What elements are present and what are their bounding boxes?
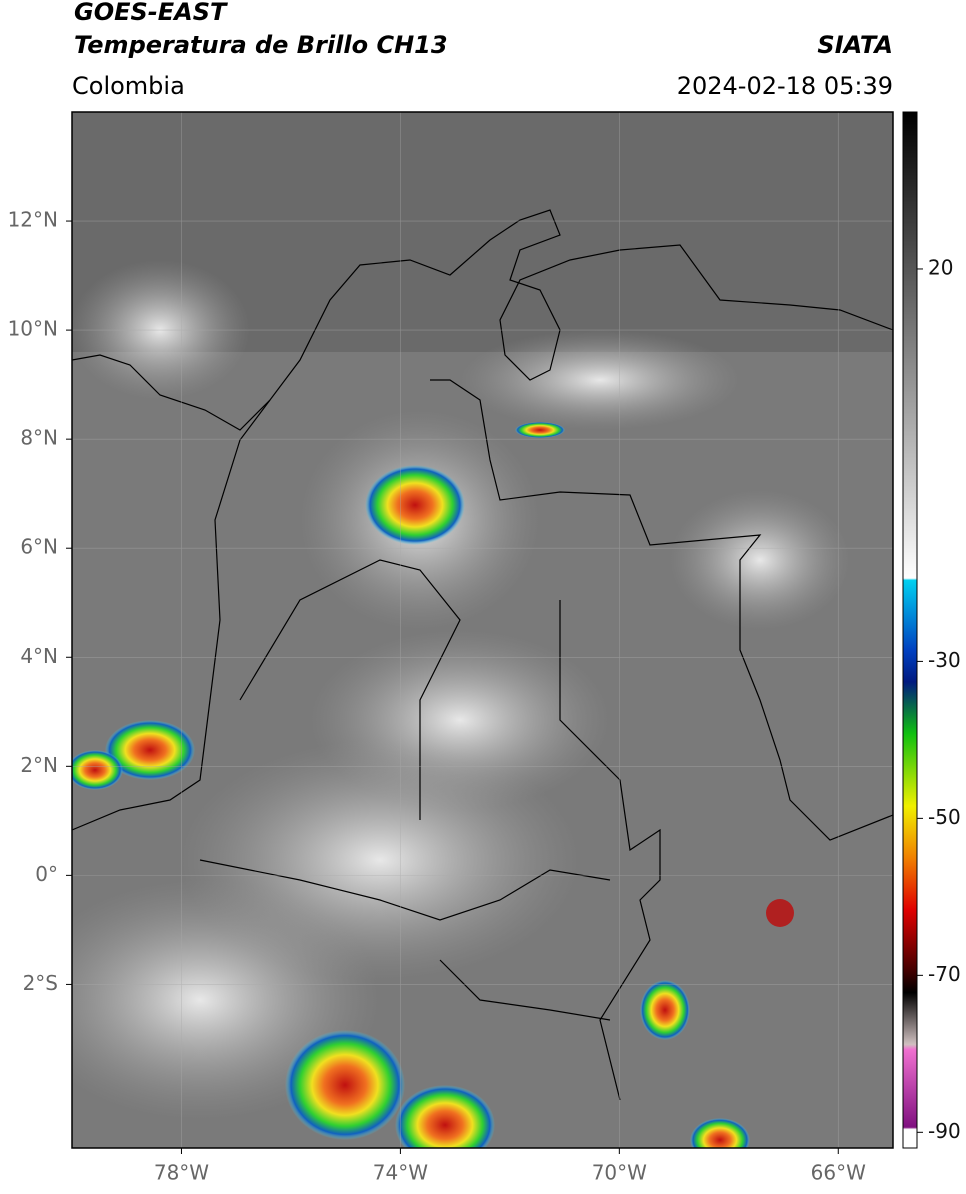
graticule [72, 112, 893, 1148]
product: Temperatura de Brillo CH13 [74, 31, 448, 59]
satellite-image [72, 112, 893, 1148]
lat-tick-label: 4°N [20, 644, 58, 668]
lat-tick-label: 0° [35, 862, 58, 886]
datetime: 2024-02-18 05:39 [677, 72, 893, 100]
lat-tick-label: 2°N [20, 753, 58, 777]
lat-tick-label: 2°S [23, 971, 58, 995]
lon-tick-label: 70°W [592, 1161, 647, 1185]
lon-tick-label: 74°W [373, 1161, 428, 1185]
lon-tick-label: 66°W [811, 1161, 866, 1185]
lat-tick-label: 8°N [20, 426, 58, 450]
satellite: GOES-EAST [74, 0, 228, 26]
lat-tick-label: 6°N [20, 535, 58, 559]
colorbar-tick-label: 20 [928, 255, 953, 279]
map-frame [71, 111, 894, 1149]
colorbar-tick-label: -70 [928, 962, 961, 986]
colorbar-tick-label: -30 [928, 648, 961, 672]
lon-tick-label: 78°W [154, 1161, 209, 1185]
region: Colombia [72, 72, 185, 100]
colorbar [902, 111, 918, 1149]
colorbar-tick-label: -90 [928, 1119, 961, 1143]
colorbar-tick-label: -50 [928, 805, 961, 829]
source: SIATA [817, 31, 893, 59]
lat-tick-label: 12°N [8, 208, 58, 232]
lat-tick-label: 10°N [8, 317, 58, 341]
